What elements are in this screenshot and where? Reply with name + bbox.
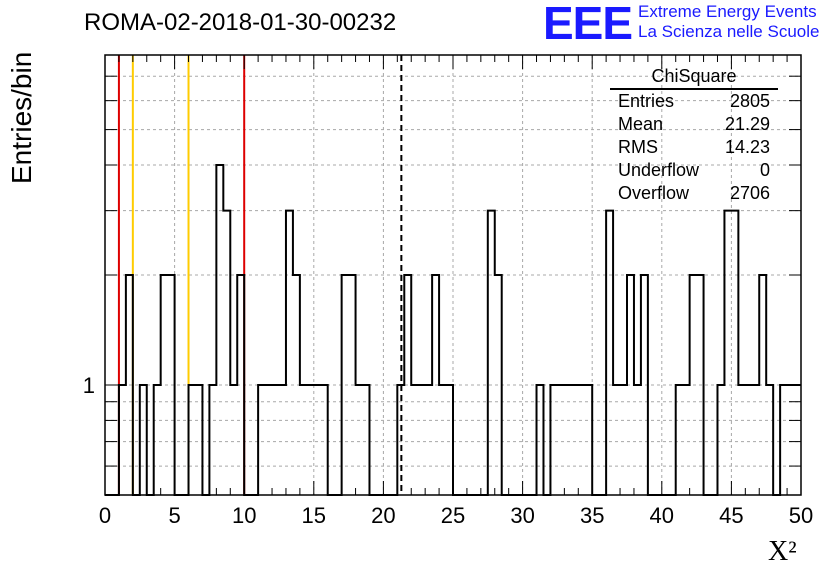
stats-rows: Entries 2805 Mean 21.29 RMS 14.23 Underflow 0 Ov… bbox=[610, 90, 778, 205]
stats-value: 0 bbox=[759, 160, 770, 180]
histogram-series bbox=[105, 164, 801, 496]
y-axis-label: Entries/bin bbox=[6, 51, 37, 184]
tick-labels: 0 5 10 15 20 25 30 35 40 45 50 1 bbox=[83, 373, 813, 528]
stats-label: RMS bbox=[618, 137, 658, 157]
logo-line-2: La Scienza nelle Scuole bbox=[638, 22, 820, 41]
chart-title: ROMA-02-2018-01-30-00232 bbox=[84, 9, 397, 36]
x-tick-label: 40 bbox=[650, 503, 674, 528]
eee-logo: EEE bbox=[543, 0, 633, 49]
x-tick-label: 30 bbox=[510, 503, 534, 528]
stats-row-overflow: Overflow 2706 bbox=[610, 182, 778, 205]
stats-value: 2706 bbox=[729, 183, 770, 203]
x-tick-label: 25 bbox=[441, 503, 465, 528]
ticks bbox=[104, 54, 802, 495]
x-tick-label: 15 bbox=[302, 503, 326, 528]
x-tick-label: 20 bbox=[371, 503, 395, 528]
x-tick-label: 10 bbox=[232, 503, 256, 528]
stats-title: ChiSquare bbox=[610, 66, 778, 90]
stats-box: ChiSquare Entries 2805 Mean 21.29 RMS 14.23 Un… bbox=[610, 66, 778, 205]
stats-row-rms: RMS 14.23 bbox=[610, 136, 778, 159]
logo-line-1: Extreme Energy Events bbox=[638, 2, 817, 21]
stats-label: Underflow bbox=[618, 160, 700, 180]
stats-value: 14.23 bbox=[724, 137, 770, 157]
stats-row-entries: Entries 2805 bbox=[610, 90, 778, 113]
stats-value: 2805 bbox=[729, 91, 770, 111]
stats-label: Mean bbox=[618, 114, 664, 134]
x-tick-label: 35 bbox=[580, 503, 604, 528]
stats-row-mean: Mean 21.29 bbox=[610, 113, 778, 136]
x-axis-label: X² bbox=[768, 536, 797, 567]
x-tick-label: 50 bbox=[789, 503, 813, 528]
stats-value: 21.29 bbox=[724, 114, 770, 134]
x-tick-label: 5 bbox=[168, 503, 180, 528]
y-tick-label: 1 bbox=[83, 373, 95, 398]
stats-label: Entries bbox=[618, 91, 675, 111]
stats-label: Overflow bbox=[618, 183, 690, 203]
histogram-line bbox=[105, 164, 801, 496]
x-tick-label: 45 bbox=[719, 503, 743, 528]
stats-row-underflow: Underflow 0 bbox=[610, 159, 778, 182]
x-tick-label: 0 bbox=[99, 503, 111, 528]
